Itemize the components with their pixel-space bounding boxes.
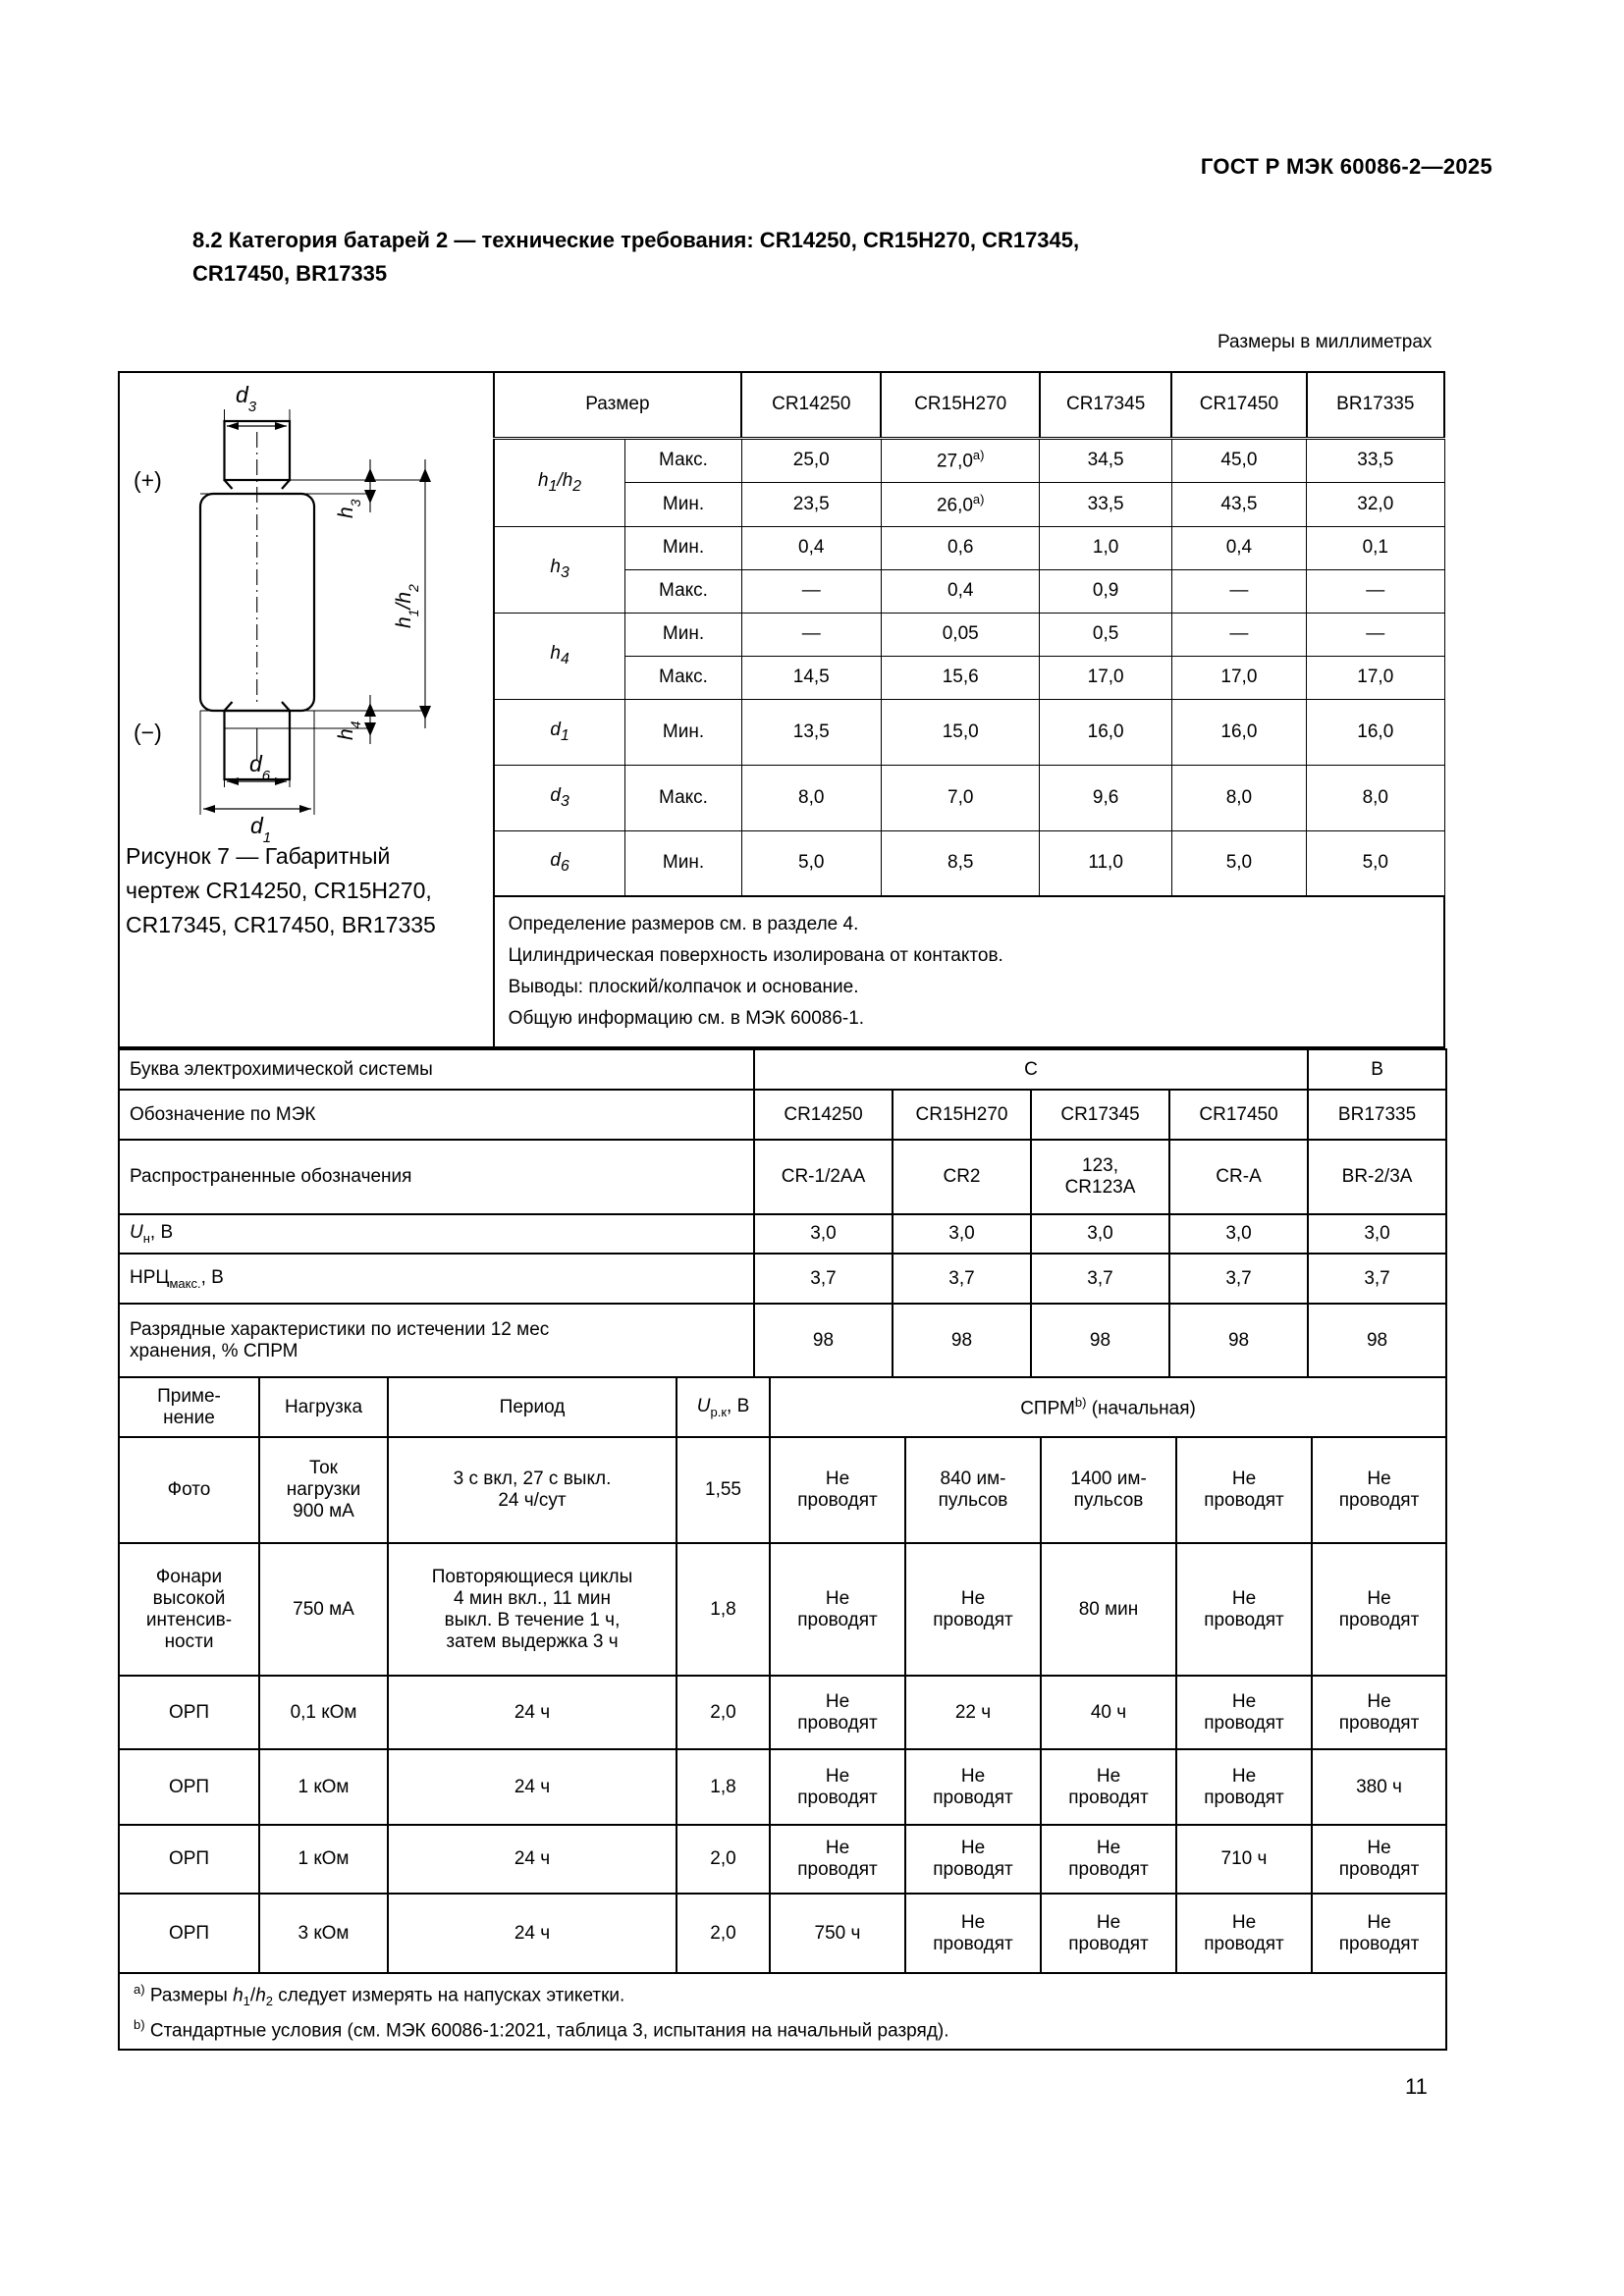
svg-text:d1: d1 [250, 813, 271, 846]
svg-text:(+): (+) [134, 467, 162, 493]
svg-text:d3: d3 [236, 382, 257, 415]
svg-text:CR17345, CR17450, BR17335: CR17345, CR17450, BR17335 [126, 912, 436, 937]
svg-text:Рисунок 7 — Габаритный: Рисунок 7 — Габаритный [126, 843, 390, 869]
svg-text:h4: h4 [335, 721, 363, 740]
svg-text:чертеж CR14250, CR15H270,: чертеж CR14250, CR15H270, [126, 878, 432, 903]
svg-text:h1/h2: h1/h2 [393, 584, 421, 628]
svg-text:(−): (−) [134, 720, 162, 745]
svg-text:h3: h3 [335, 499, 363, 518]
